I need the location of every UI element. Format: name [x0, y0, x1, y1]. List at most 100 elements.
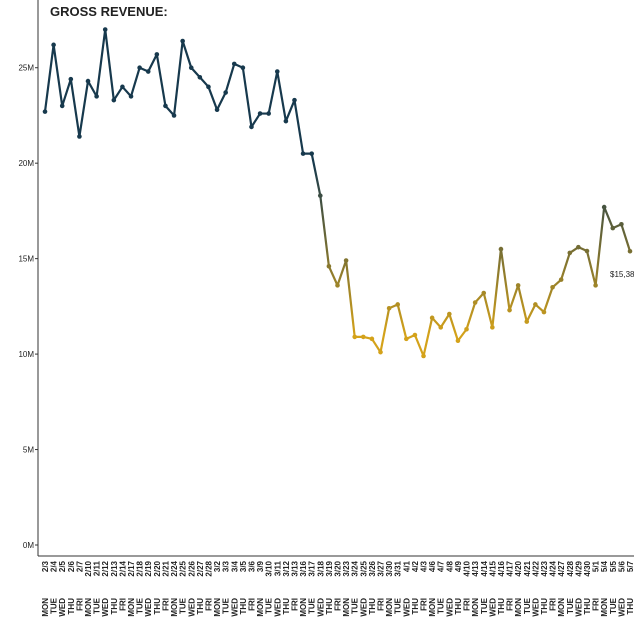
- x-weekday-label: MON: [600, 598, 609, 617]
- data-point: [395, 302, 401, 307]
- data-point: [85, 78, 91, 84]
- x-tick-label: 4/1: [402, 560, 411, 572]
- data-point: [51, 42, 56, 48]
- x-weekday-label: THU: [368, 598, 377, 615]
- x-tick-label: 2/17: [127, 560, 136, 576]
- data-point: [77, 134, 82, 139]
- x-tick-label: 2/18: [136, 560, 145, 576]
- data-point: [472, 300, 478, 305]
- data-point: [584, 248, 590, 254]
- x-tick-label: 3/11: [273, 560, 282, 576]
- data-point: [386, 305, 392, 311]
- x-weekday-label: TUE: [308, 597, 317, 614]
- y-tick-label: 0M: [23, 541, 34, 550]
- x-tick-label: 2/11: [93, 560, 102, 576]
- x-tick-label: 4/6: [428, 560, 437, 572]
- data-point: [231, 61, 237, 67]
- x-weekday-label: THU: [325, 598, 334, 615]
- x-tick-label: 2/10: [84, 560, 93, 576]
- x-weekday-label: WED: [402, 598, 411, 617]
- x-tick-label: 4/28: [566, 560, 575, 576]
- x-weekday-label: FRI: [161, 598, 170, 611]
- x-weekday-label: MON: [514, 598, 523, 617]
- x-tick-label: 3/16: [299, 560, 308, 576]
- x-weekday-label: MON: [213, 598, 222, 617]
- x-tick-label: 2/28: [204, 560, 213, 576]
- data-point: [524, 319, 530, 324]
- data-point: [292, 97, 297, 103]
- x-weekday-label: MON: [41, 598, 50, 617]
- x-tick-label: 3/19: [325, 560, 334, 576]
- data-point: [515, 283, 521, 288]
- data-point: [214, 107, 220, 113]
- data-point: [533, 302, 538, 307]
- x-weekday-label: MON: [428, 598, 437, 617]
- data-point: [558, 277, 564, 282]
- x-tick-label: 4/21: [523, 560, 532, 576]
- x-weekday-label: TUE: [566, 597, 575, 614]
- x-tick-label: 2/7: [75, 560, 84, 572]
- x-tick-label: 2/12: [101, 560, 110, 576]
- y-tick-label: 5M: [23, 446, 34, 455]
- x-weekday-label: THU: [454, 598, 463, 615]
- x-weekday-label: THU: [411, 598, 420, 615]
- x-weekday-label: FRI: [463, 598, 472, 611]
- data-point: [300, 151, 306, 156]
- x-weekday-label: TUE: [222, 597, 231, 614]
- x-tick-label: 3/9: [256, 560, 265, 572]
- x-tick-label: 3/18: [316, 560, 325, 576]
- x-tick-label: 2/13: [110, 560, 119, 576]
- x-tick-label: 5/1: [592, 560, 601, 572]
- data-point: [567, 250, 573, 256]
- data-point: [335, 283, 340, 288]
- x-tick-label: 3/2: [213, 560, 222, 572]
- x-tick-label: 4/20: [514, 560, 523, 576]
- data-point: [317, 193, 323, 198]
- x-tick-label: 3/20: [334, 560, 343, 576]
- x-weekday-label: TUE: [437, 597, 446, 614]
- data-point: [94, 94, 99, 99]
- x-tick-label: 4/14: [480, 560, 489, 576]
- x-weekday-label: TUE: [93, 597, 102, 614]
- x-weekday-label: WED: [58, 598, 67, 617]
- data-point: [154, 52, 160, 57]
- data-point: [619, 221, 624, 227]
- data-point: [593, 283, 598, 288]
- data-point: [274, 69, 280, 74]
- x-weekday-label: THU: [540, 598, 549, 615]
- x-tick-label: 3/26: [368, 560, 377, 576]
- x-weekday-label: WED: [101, 598, 110, 617]
- x-weekday-label: TUE: [179, 597, 188, 614]
- data-point: [627, 248, 633, 254]
- x-tick-label: 4/24: [549, 560, 558, 576]
- x-weekday-label: WED: [187, 598, 196, 617]
- x-tick-label: 2/21: [161, 560, 170, 576]
- data-point: [378, 349, 383, 355]
- x-tick-label: 4/2: [411, 560, 420, 572]
- y-tick-label: 10M: [18, 350, 34, 359]
- x-weekday-label: MON: [299, 598, 308, 617]
- x-weekday-label: WED: [445, 598, 454, 617]
- x-weekday-label: FRI: [75, 598, 84, 611]
- data-point: [102, 27, 108, 32]
- x-weekday-label: THU: [67, 598, 76, 615]
- x-weekday-label: MON: [557, 598, 566, 617]
- data-point: [249, 124, 254, 130]
- x-tick-label: 3/24: [351, 560, 360, 576]
- x-tick-label: 3/27: [377, 560, 386, 576]
- x-tick-label: 4/15: [488, 560, 497, 576]
- data-point: [498, 246, 504, 252]
- x-tick-label: 4/9: [454, 560, 463, 572]
- x-weekday-label: MON: [471, 598, 480, 617]
- data-point: [352, 334, 358, 340]
- data-point: [550, 284, 555, 290]
- x-weekday-label: FRI: [204, 598, 213, 611]
- data-point: [309, 151, 314, 156]
- x-tick-label: 2/6: [67, 560, 76, 572]
- x-weekday-label: THU: [110, 598, 119, 615]
- data-point: [404, 336, 409, 342]
- x-tick-label: 3/3: [222, 560, 231, 572]
- x-tick-label: 3/30: [385, 560, 394, 576]
- x-tick-label: 2/20: [153, 560, 162, 576]
